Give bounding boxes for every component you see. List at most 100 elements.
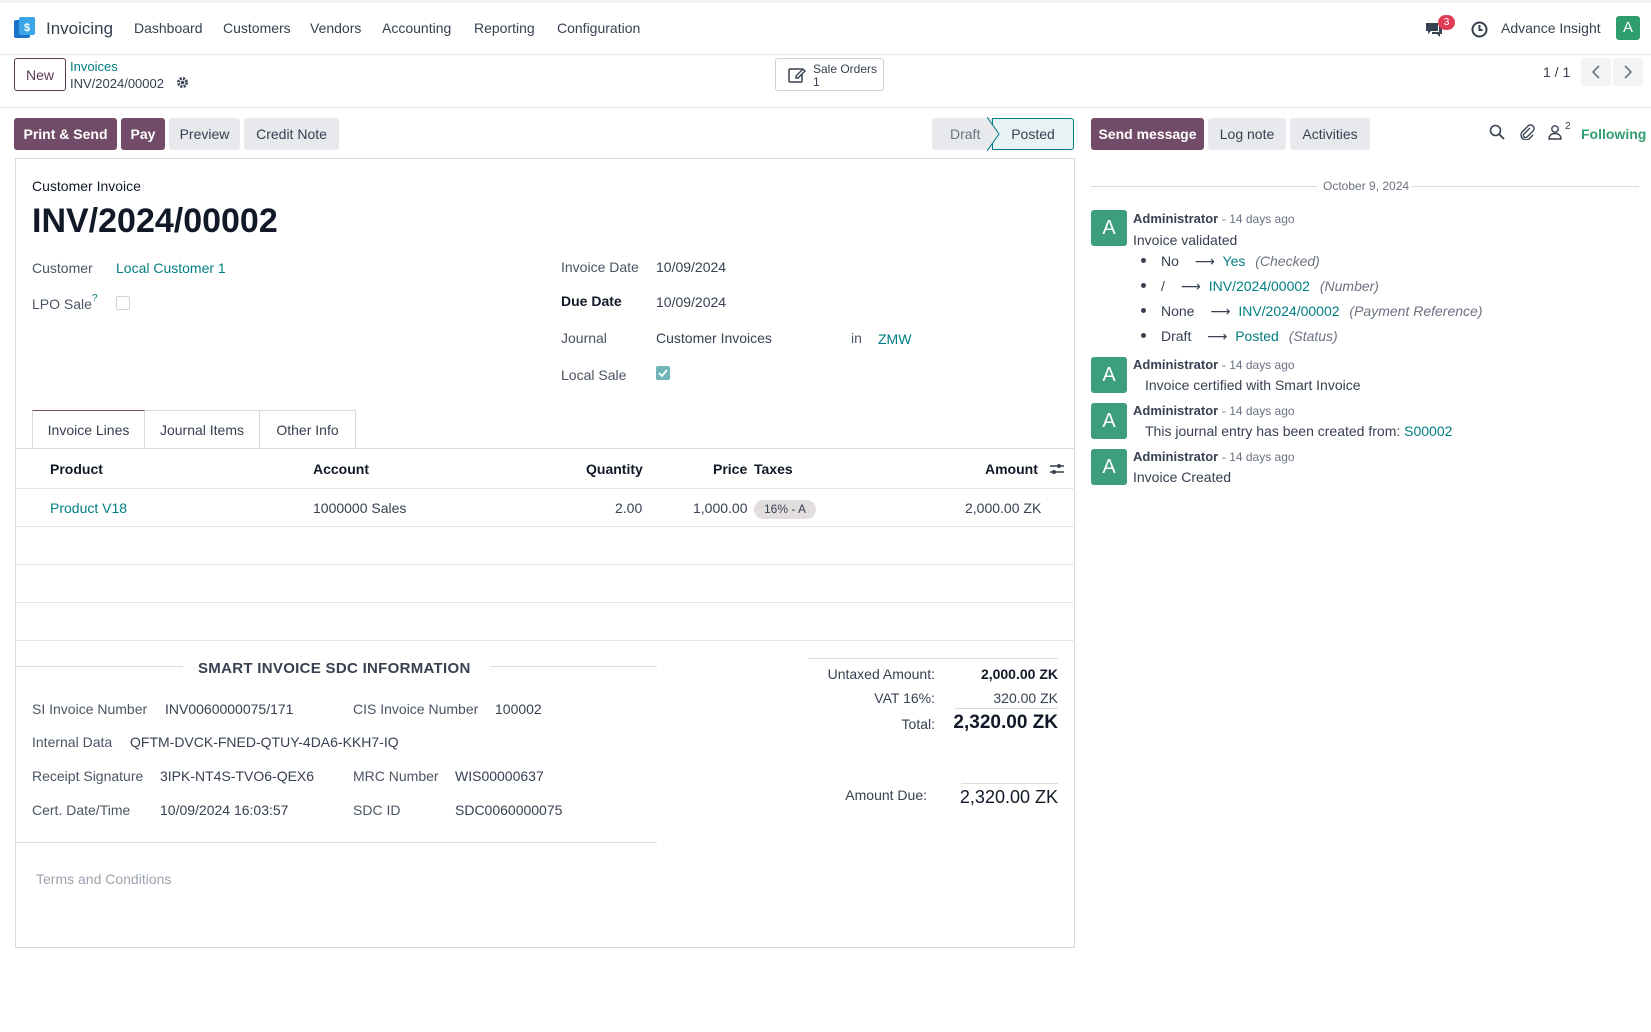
cert-datetime-label: Cert. Date/Time (32, 802, 131, 818)
activities-button[interactable]: Activities (1290, 118, 1370, 150)
send-message-button[interactable]: Send message (1091, 118, 1204, 150)
lpo-sale-checkbox[interactable] (116, 296, 130, 310)
pager-previous[interactable] (1581, 58, 1611, 86)
invoice-date-label: Invoice Date (561, 259, 639, 275)
pay-button[interactable]: Pay (121, 118, 165, 150)
tab-invoice-lines[interactable]: Invoice Lines (32, 410, 145, 449)
new-button[interactable]: New (14, 58, 66, 91)
col-product[interactable]: Product (50, 461, 103, 477)
author-name[interactable]: Administrator (1133, 211, 1219, 226)
status-draft[interactable]: Draft (932, 118, 992, 150)
svg-text:$: $ (24, 22, 30, 34)
author-name[interactable]: Administrator (1133, 403, 1219, 418)
table-row-line (15, 564, 1075, 565)
message-author[interactable]: Administrator - 14 days ago (1133, 357, 1295, 372)
col-account[interactable]: Account (313, 461, 369, 477)
receipt-signature-label: Receipt Signature (32, 768, 144, 784)
pager-next[interactable] (1613, 58, 1643, 86)
message-author[interactable]: Administrator - 14 days ago (1133, 449, 1295, 464)
currency-link[interactable]: ZMW (878, 331, 912, 347)
log-note-button[interactable]: Log note (1208, 118, 1286, 150)
cis-invoice-value: 100002 (495, 701, 542, 717)
message-avatar[interactable]: A (1091, 210, 1127, 246)
chat-icon[interactable] (1424, 21, 1444, 42)
user-avatar[interactable]: A (1616, 16, 1640, 40)
author-name[interactable]: Administrator (1133, 357, 1219, 372)
menu-customers[interactable]: Customers (223, 20, 291, 36)
paperclip-icon[interactable] (1519, 124, 1535, 143)
tab-journal-items[interactable]: Journal Items (145, 410, 260, 448)
arrow-right-icon: ⟶ (1194, 253, 1215, 269)
invoice-date-value[interactable]: 10/09/2024 (656, 259, 727, 275)
chevron-right-icon (1624, 65, 1633, 79)
sale-order-link[interactable]: S00002 (1404, 423, 1453, 439)
col-taxes[interactable]: Taxes (754, 461, 793, 477)
table-row-line (15, 640, 1075, 641)
total-line (955, 708, 1058, 709)
status-posted[interactable]: Posted (992, 118, 1074, 150)
customer-link[interactable]: Local Customer 1 (116, 260, 226, 276)
local-sale-label: Local Sale (561, 367, 627, 383)
breadcrumb-invoices[interactable]: Invoices (70, 59, 118, 74)
journal-value[interactable]: Customer Invoices (656, 330, 772, 346)
local-sale-checkbox[interactable] (656, 366, 670, 380)
menu-configuration[interactable]: Configuration (557, 20, 641, 36)
author-name[interactable]: Administrator (1133, 449, 1219, 464)
line-quantity[interactable]: 2.00 (615, 500, 643, 516)
breadcrumb-current: INV/2024/00002 (70, 76, 164, 91)
menu-accounting[interactable]: Accounting (382, 20, 452, 36)
clock-icon[interactable] (1471, 21, 1488, 41)
app-name[interactable]: Invoicing (46, 19, 114, 38)
credit-note-button[interactable]: Credit Note (244, 118, 339, 150)
followers-icon[interactable] (1548, 124, 1562, 143)
due-date-value[interactable]: 10/09/2024 (656, 294, 727, 310)
sale-orders-smart-button[interactable]: Sale Orders 1 (775, 58, 884, 91)
currency-in-label: in (851, 330, 862, 346)
table-row-line (15, 602, 1075, 603)
print-send-button[interactable]: Print & Send (14, 118, 117, 150)
lpo-sale-label: LPO Sale (32, 296, 92, 312)
menu-vendors[interactable]: Vendors (310, 20, 362, 36)
untaxed-amount-label: Untaxed Amount: (827, 666, 935, 682)
col-price[interactable]: Price (713, 461, 748, 477)
new-value[interactable]: INV/2024/00002 (1208, 278, 1310, 294)
menu-reporting[interactable]: Reporting (474, 20, 535, 36)
total-label: Total: (901, 716, 935, 732)
top-navbar: $ Invoicing Dashboard Customers Vendors … (0, 0, 1651, 55)
message-time: - 14 days ago (1221, 358, 1295, 372)
invoicing-app-icon[interactable]: $ (14, 17, 35, 39)
change-bullet (1141, 333, 1146, 338)
change-bullet (1141, 308, 1146, 313)
message-avatar[interactable]: A (1091, 403, 1127, 439)
followers-count: 2 (1565, 121, 1571, 132)
menu-dashboard[interactable]: Dashboard (134, 20, 203, 36)
col-amount[interactable]: Amount (985, 461, 1038, 477)
tabs-divider (15, 448, 1075, 449)
pager-value[interactable]: 1 / 1 (1543, 64, 1571, 80)
line-tax-badge[interactable]: 16% - A (754, 500, 817, 519)
lpo-help-icon[interactable]: ? (92, 293, 98, 304)
message-time: - 14 days ago (1221, 450, 1295, 464)
company-switcher[interactable]: Advance Insight (1501, 20, 1601, 36)
search-icon[interactable] (1489, 124, 1505, 143)
mrc-number-label: MRC Number (353, 768, 439, 784)
line-account[interactable]: 1000000 Sales (313, 500, 407, 516)
si-invoice-value: INV0060000075/171 (165, 701, 294, 717)
arrow-right-icon: ⟶ (1210, 303, 1231, 319)
sdc-title-line-right (490, 666, 657, 667)
preview-button[interactable]: Preview (169, 118, 240, 150)
line-product[interactable]: Product V18 (50, 500, 128, 516)
tab-other-info[interactable]: Other Info (260, 410, 356, 448)
new-value[interactable]: INV/2024/00002 (1238, 303, 1340, 319)
gear-icon[interactable] (176, 76, 189, 92)
terms-conditions-field[interactable]: Terms and Conditions (36, 871, 172, 887)
message-avatar[interactable]: A (1091, 449, 1127, 485)
line-price[interactable]: 1,000.00 (693, 500, 748, 516)
old-value: No (1161, 253, 1179, 269)
message-author[interactable]: Administrator - 14 days ago (1133, 211, 1295, 226)
message-author[interactable]: Administrator - 14 days ago (1133, 403, 1295, 418)
message-avatar[interactable]: A (1091, 357, 1127, 393)
column-settings-icon[interactable] (1049, 462, 1065, 479)
col-quantity[interactable]: Quantity (586, 461, 643, 477)
following-button[interactable]: Following (1581, 126, 1647, 142)
